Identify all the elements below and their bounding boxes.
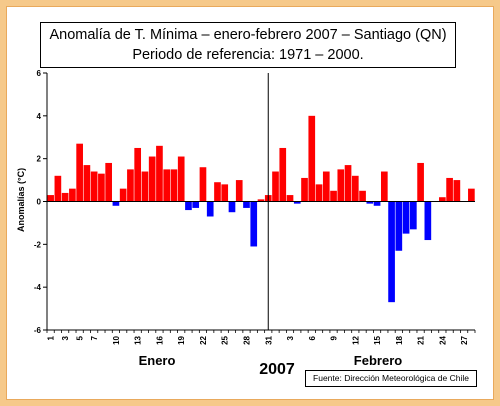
bar-day-28 bbox=[243, 201, 250, 208]
x-tick-label: 9 bbox=[330, 335, 339, 340]
x-tick-label: 16 bbox=[155, 335, 164, 344]
y-tick-label: -4 bbox=[34, 283, 42, 292]
bar-day-18 bbox=[170, 169, 178, 202]
y-tick-label: 6 bbox=[37, 69, 42, 78]
bar-day-46 bbox=[373, 201, 381, 206]
bar-day-49 bbox=[395, 201, 403, 251]
bar-day-19 bbox=[177, 156, 185, 202]
x-tick-label: 13 bbox=[134, 335, 143, 344]
x-tick-label: 3 bbox=[286, 335, 295, 340]
bar-day-35 bbox=[293, 201, 301, 204]
bar-day-7 bbox=[90, 171, 98, 202]
bar-day-1 bbox=[47, 195, 54, 202]
x-tick-label: 6 bbox=[308, 335, 317, 340]
x-tick-label: 18 bbox=[395, 335, 404, 344]
bar-day-38 bbox=[315, 184, 323, 202]
chart-subtitle: Periodo de referencia: 1971 – 2000. bbox=[132, 47, 364, 63]
bar-day-22 bbox=[199, 167, 207, 202]
bar-day-2 bbox=[54, 175, 62, 202]
x-tick-label: 19 bbox=[177, 335, 186, 344]
bar-day-47 bbox=[380, 171, 388, 202]
bar-day-29 bbox=[250, 201, 258, 247]
bar-day-42 bbox=[344, 165, 352, 202]
bar-day-8 bbox=[98, 173, 105, 202]
month-label-enero: Enero bbox=[139, 353, 176, 368]
x-tick-label: 12 bbox=[351, 335, 360, 344]
x-tick-label: 21 bbox=[417, 335, 426, 344]
bar-day-24 bbox=[214, 182, 221, 202]
bar-day-48 bbox=[388, 201, 395, 303]
bar-day-13 bbox=[134, 147, 142, 202]
bar-day-27 bbox=[235, 180, 243, 202]
y-tick-label: -2 bbox=[34, 240, 42, 249]
bar-day-17 bbox=[163, 169, 171, 202]
x-tick-label: 10 bbox=[112, 335, 121, 344]
bar-day-43 bbox=[351, 175, 359, 202]
bar-day-34 bbox=[286, 195, 294, 202]
x-tick-label: 5 bbox=[76, 335, 85, 340]
bar-day-39 bbox=[322, 171, 330, 202]
bar-day-50 bbox=[402, 201, 410, 234]
bar-day-36 bbox=[301, 177, 308, 202]
bar-day-23 bbox=[206, 201, 214, 217]
bar-day-10 bbox=[112, 201, 120, 206]
month-label-febrero: Febrero bbox=[354, 353, 402, 368]
x-tick-label: 15 bbox=[373, 335, 382, 344]
bar-day-51 bbox=[410, 201, 417, 230]
y-tick-label: 2 bbox=[37, 155, 42, 164]
source-text: Fuente: Dirección Meteorológica de Chile bbox=[313, 373, 469, 383]
chart-title: Anomalía de T. Mínima – enero-febrero 20… bbox=[49, 27, 447, 43]
bars-group bbox=[47, 115, 475, 303]
bar-day-52 bbox=[417, 162, 424, 202]
bar-day-3 bbox=[61, 192, 69, 202]
bar-day-37 bbox=[308, 115, 316, 202]
bar-day-41 bbox=[337, 169, 345, 202]
x-tick-label: 7 bbox=[90, 335, 99, 340]
bar-day-4 bbox=[69, 188, 76, 202]
bar-day-15 bbox=[148, 156, 156, 202]
x-tick-label: 25 bbox=[221, 335, 230, 344]
bar-day-55 bbox=[439, 197, 446, 202]
bar-day-5 bbox=[76, 143, 83, 202]
x-tick-label: 3 bbox=[61, 335, 70, 340]
bar-day-40 bbox=[330, 190, 337, 202]
bar-day-53 bbox=[424, 201, 432, 241]
bar-day-26 bbox=[228, 201, 236, 213]
y-tick-label: 4 bbox=[37, 112, 42, 121]
bar-day-12 bbox=[127, 169, 134, 202]
bar-day-30 bbox=[257, 199, 265, 202]
bar-day-16 bbox=[156, 145, 163, 202]
bar-day-59 bbox=[468, 188, 475, 202]
source-box: Fuente: Dirección Meteorológica de Chile bbox=[305, 370, 477, 387]
x-tick-label: 24 bbox=[438, 335, 447, 344]
bar-day-45 bbox=[366, 201, 374, 204]
x-tick-label: 1 bbox=[47, 335, 56, 340]
x-tick-label: 28 bbox=[242, 335, 251, 344]
x-tick-label: 27 bbox=[460, 335, 469, 344]
bar-day-6 bbox=[83, 165, 91, 202]
bar-day-57 bbox=[453, 180, 461, 202]
bar-day-33 bbox=[279, 147, 287, 202]
chart-title-box: Anomalía de T. Mínima – enero-febrero 20… bbox=[40, 22, 456, 68]
year-label: 2007 bbox=[259, 361, 295, 378]
bar-day-32 bbox=[272, 171, 279, 202]
bar-day-25 bbox=[221, 184, 229, 202]
bar-day-14 bbox=[141, 171, 149, 202]
y-tick-label: 0 bbox=[37, 198, 42, 207]
bar-day-20 bbox=[185, 201, 192, 211]
bar-day-56 bbox=[446, 177, 453, 202]
bar-day-11 bbox=[119, 188, 127, 202]
bar-day-44 bbox=[359, 190, 366, 202]
bar-day-21 bbox=[192, 201, 200, 208]
y-axis-title: Anomalías (°C) bbox=[16, 168, 26, 232]
y-tick-label: -6 bbox=[34, 326, 42, 335]
x-tick-label: 31 bbox=[264, 335, 273, 344]
x-tick-label: 22 bbox=[199, 335, 208, 344]
bar-day-9 bbox=[105, 162, 112, 202]
